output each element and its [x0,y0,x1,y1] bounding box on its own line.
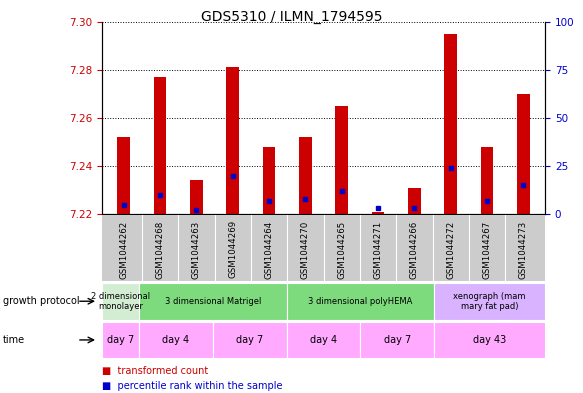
Bar [517,94,530,214]
Bar [372,212,384,214]
Text: day 7: day 7 [384,335,411,345]
Text: day 7: day 7 [236,335,264,345]
Bar [102,322,139,358]
Text: xenograph (mam
mary fat pad): xenograph (mam mary fat pad) [454,292,526,311]
Text: ■  percentile rank within the sample: ■ percentile rank within the sample [102,381,283,391]
Bar [213,322,287,358]
Bar [263,147,275,214]
Text: growth protocol: growth protocol [3,296,79,306]
Text: 3 dimensional polyHEMA: 3 dimensional polyHEMA [308,297,413,306]
Bar [102,283,139,320]
Bar [299,137,312,214]
Bar [444,34,457,214]
Bar [117,137,130,214]
Text: GSM1044262: GSM1044262 [120,220,128,279]
Bar [335,106,348,214]
Bar [360,322,434,358]
Text: GSM1044263: GSM1044263 [192,220,201,279]
Text: GSM1044271: GSM1044271 [374,220,382,279]
Text: day 4: day 4 [310,335,337,345]
Bar [139,283,287,320]
Bar [287,283,434,320]
Bar [226,67,239,214]
Text: time: time [3,335,25,345]
Bar [434,283,545,320]
Text: GSM1044267: GSM1044267 [483,220,491,279]
Text: GSM1044266: GSM1044266 [410,220,419,279]
Bar [480,147,493,214]
Bar [287,322,360,358]
Text: ■  transformed count: ■ transformed count [102,366,208,376]
Text: GSM1044265: GSM1044265 [337,220,346,279]
Bar [434,322,545,358]
Bar [190,180,203,214]
Text: 3 dimensional Matrigel: 3 dimensional Matrigel [164,297,261,306]
Bar [154,77,167,214]
Text: day 7: day 7 [107,335,134,345]
Text: GSM1044264: GSM1044264 [265,220,273,279]
Text: GSM1044273: GSM1044273 [519,220,528,279]
Text: day 4: day 4 [162,335,189,345]
Text: GSM1044272: GSM1044272 [446,220,455,279]
Bar [408,188,421,214]
Bar [139,322,213,358]
Text: GDS5310 / ILMN_1794595: GDS5310 / ILMN_1794595 [201,10,382,24]
Text: GSM1044268: GSM1044268 [156,220,164,279]
Text: GSM1044270: GSM1044270 [301,220,310,279]
Text: 2 dimensional
monolayer: 2 dimensional monolayer [91,292,150,311]
Text: day 43: day 43 [473,335,507,345]
Text: GSM1044269: GSM1044269 [229,220,237,278]
